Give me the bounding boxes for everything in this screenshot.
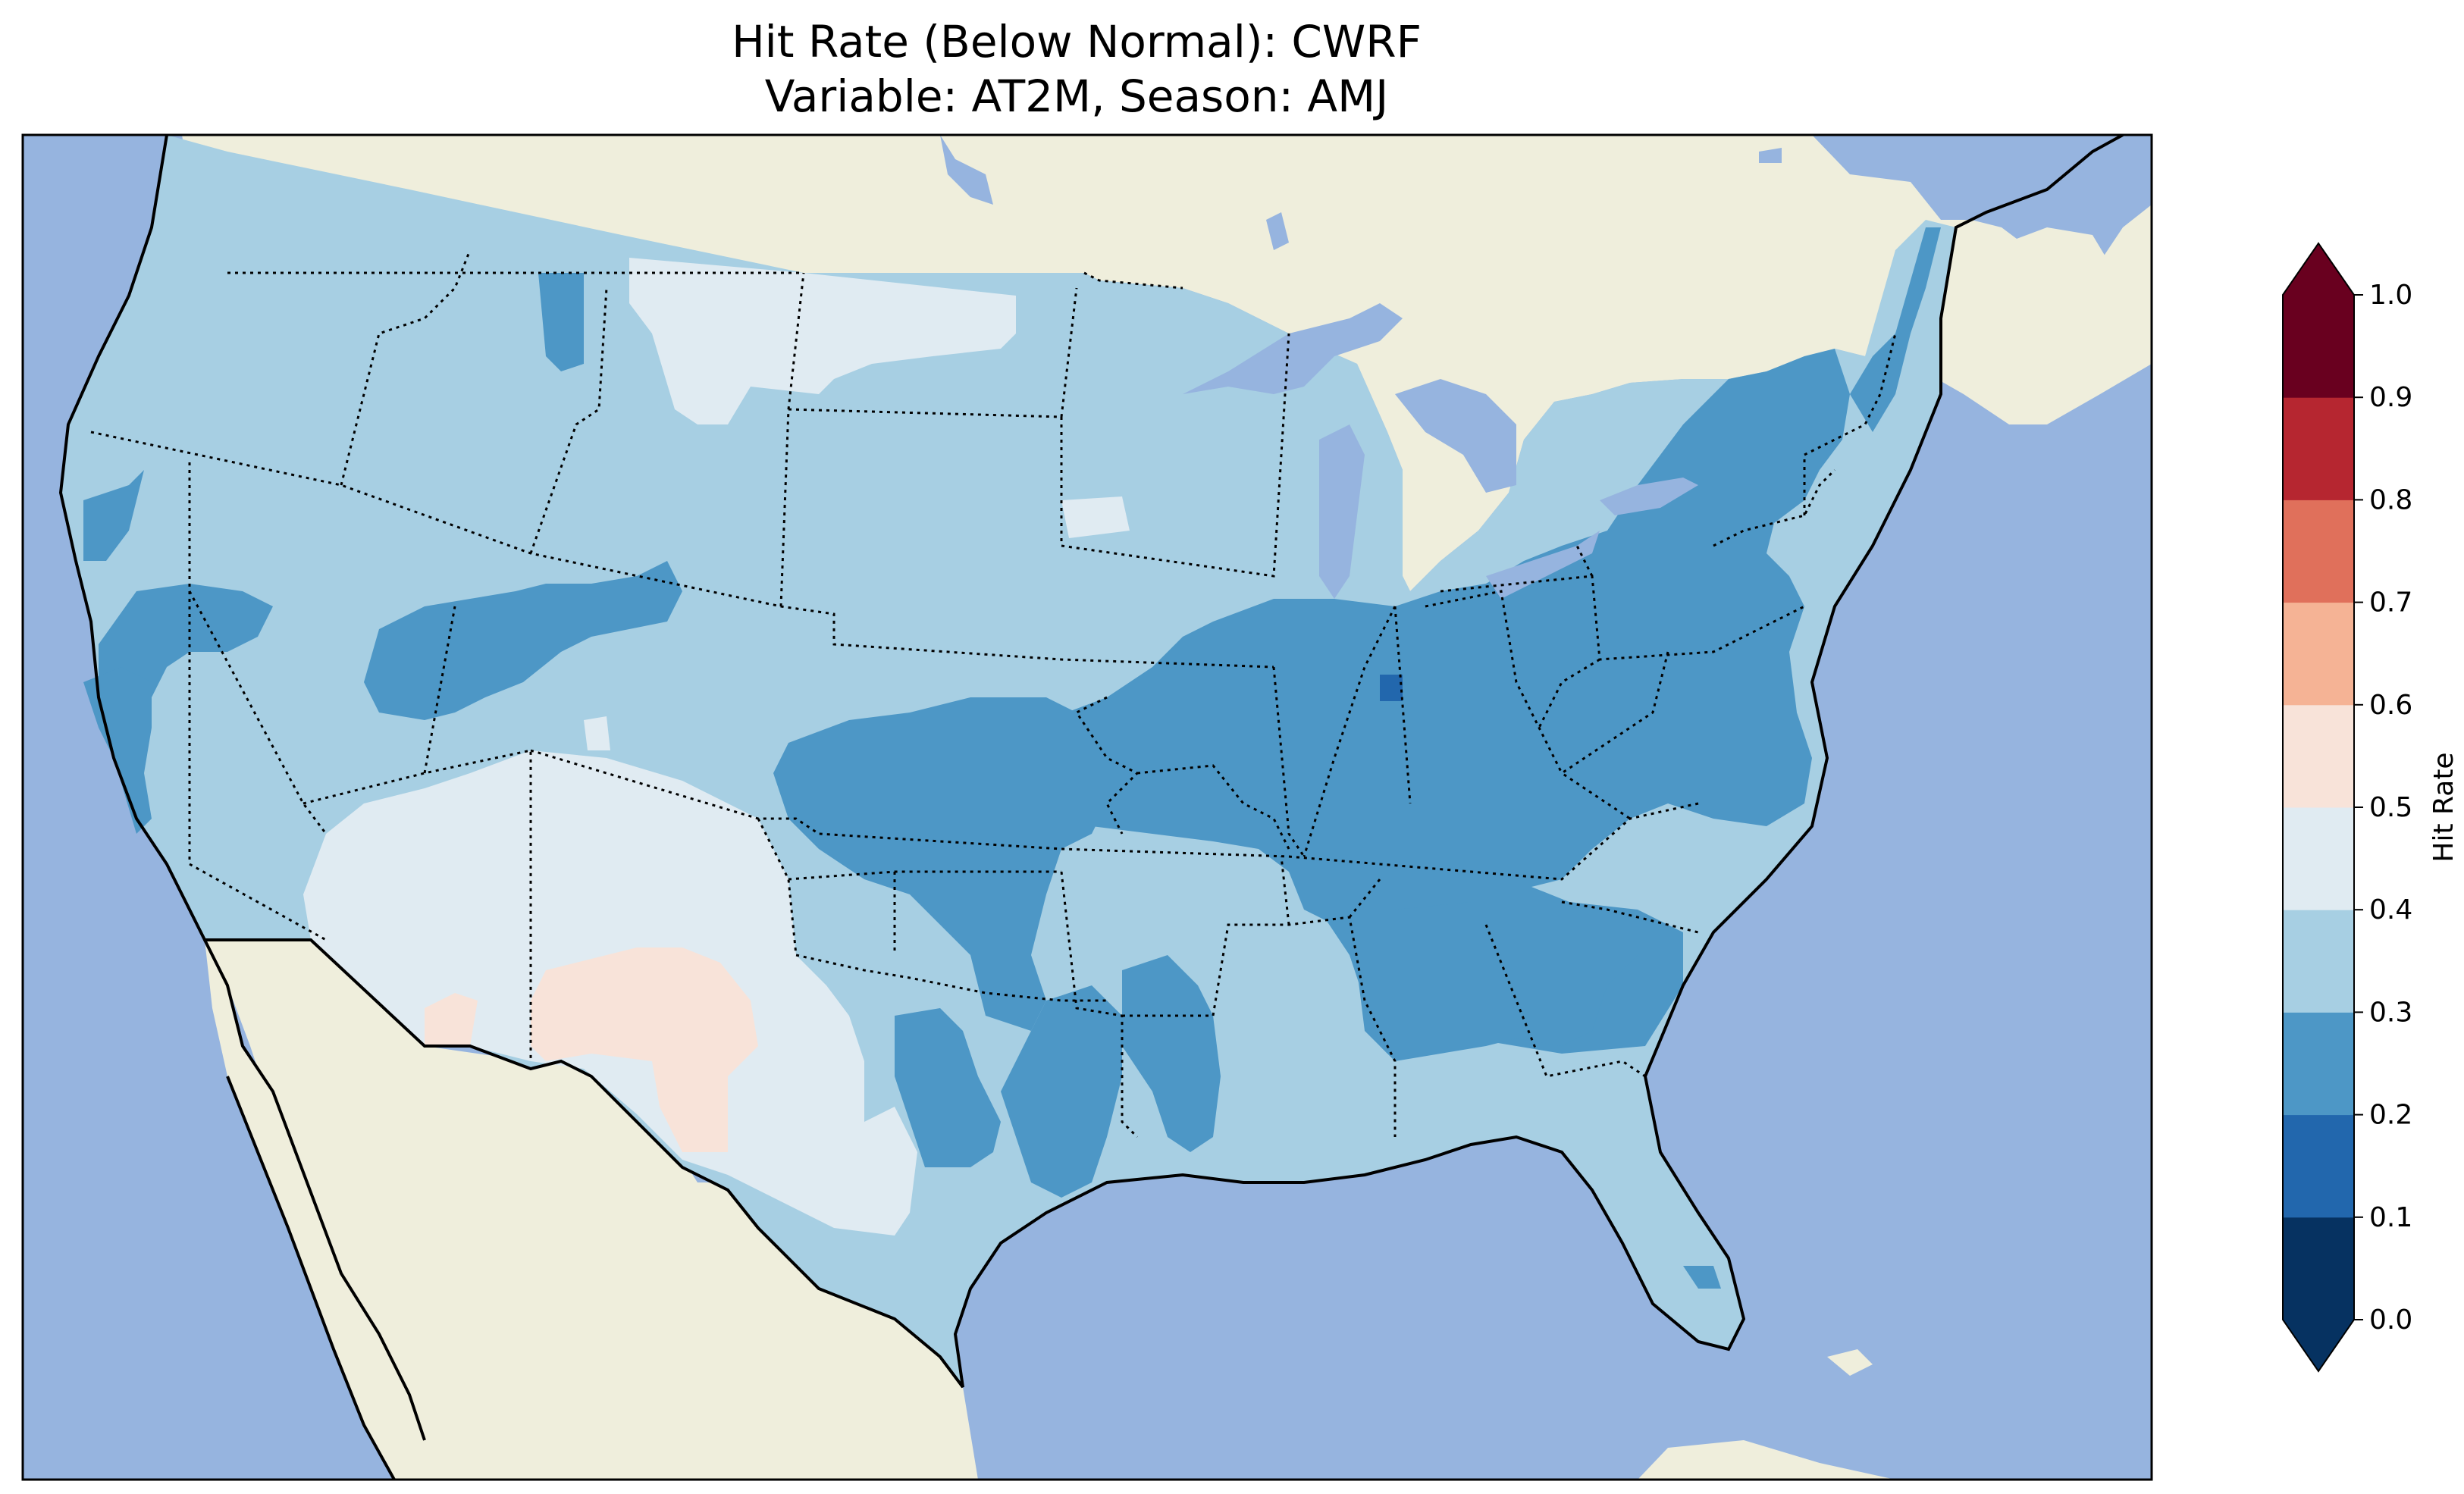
region-wy-0.2-0.3 bbox=[364, 561, 682, 720]
colorbar-bin bbox=[2283, 500, 2354, 603]
colorbar-tick-label: 0.8 bbox=[2369, 484, 2412, 515]
country-border bbox=[227, 271, 1183, 290]
lake-canada-3 bbox=[1759, 148, 1782, 163]
map-panel bbox=[23, 135, 2152, 1480]
colorbar-tick-label: 0.7 bbox=[2369, 587, 2412, 619]
region-wisconsin-0.4-0.5 bbox=[1061, 496, 1130, 538]
colorbar-tick-label: 0.0 bbox=[2369, 1305, 2412, 1336]
baja-land bbox=[205, 940, 425, 1480]
colorbar-tick-label: 0.1 bbox=[2369, 1202, 2412, 1233]
lake-canada-1 bbox=[940, 135, 993, 205]
colorbar-tick-label: 0.3 bbox=[2369, 997, 2412, 1028]
colorbar-bin bbox=[2283, 295, 2354, 398]
region-in-0.1-0.2 bbox=[1380, 675, 1403, 701]
region-fl-0.2-0.3 bbox=[1683, 1266, 1721, 1289]
colorbar-bin bbox=[2283, 910, 2354, 1013]
region-sw-tx-0.4-0.5 bbox=[864, 1107, 917, 1213]
map-subtitle: Variable: AT2M, Season: AMJ bbox=[764, 70, 1389, 122]
cuba-land bbox=[1638, 1440, 1895, 1480]
region-or-0.2-0.3 bbox=[83, 470, 144, 561]
region-nv-0.2-0.3 bbox=[99, 584, 273, 758]
colorbar-label: Hit Rate bbox=[2428, 752, 2459, 862]
region-ms-0.2-0.3 bbox=[1122, 955, 1221, 1152]
colorbar-bin bbox=[2283, 704, 2354, 808]
baja-coastline bbox=[203, 939, 426, 1480]
lake-michigan bbox=[1319, 424, 1365, 599]
region-se-0.2-0.3 bbox=[1319, 902, 1653, 1061]
region-sw-speck-0.4-0.5 bbox=[584, 716, 610, 750]
region-id-0.2-0.3 bbox=[538, 273, 584, 371]
colorbar-tick-label: 0.4 bbox=[2369, 894, 2412, 926]
lake-superior bbox=[1183, 303, 1403, 394]
coastline bbox=[58, 135, 2124, 1389]
region-tx-0.2-0.3 bbox=[1001, 985, 1122, 1198]
colorbar-extend-min bbox=[2283, 1320, 2354, 1371]
region-ne-0.2-0.3 bbox=[1850, 227, 1941, 432]
lake-erie bbox=[1486, 531, 1600, 599]
map-title: Hit Rate (Below Normal): CWRF bbox=[732, 16, 1422, 67]
colorbar-tick-label: 1.0 bbox=[2369, 280, 2412, 311]
colorbar-bin bbox=[2283, 1114, 2354, 1218]
maritimes-land bbox=[1986, 227, 2115, 318]
island-land bbox=[1827, 1349, 1873, 1376]
colorbar-bins bbox=[2283, 295, 2354, 1320]
colorbar-bin bbox=[2283, 602, 2354, 706]
region-montana-0.4-0.5 bbox=[629, 258, 1016, 424]
colorbar: 0.0 0.1 0.2 0.3 0.4 0.5 0.6 0.7 0.8 0.9 1.0 Hit Ra… bbox=[2282, 242, 2459, 1373]
region-central-0.2-0.3 bbox=[773, 697, 1107, 1031]
lake-canada-2 bbox=[1266, 212, 1289, 250]
colorbar-extend-max bbox=[2283, 243, 2354, 295]
colorbar-tick-label: 0.2 bbox=[2369, 1100, 2412, 1131]
map-frame bbox=[21, 133, 2153, 1481]
colorbar-tick-label: 0.9 bbox=[2369, 382, 2412, 413]
mexico-land bbox=[205, 940, 978, 1480]
region-nm-az-0.5-0.6 bbox=[531, 947, 758, 1152]
region-tx-coast-0.2-0.3 bbox=[895, 1008, 1001, 1167]
colorbar-tick-label: 0.5 bbox=[2369, 792, 2412, 823]
state-borders bbox=[90, 249, 1897, 1139]
lake-huron bbox=[1395, 379, 1516, 493]
colorbar-bin bbox=[2283, 1012, 2354, 1116]
colorbar-ticks: 0.0 0.1 0.2 0.3 0.4 0.5 0.6 0.7 0.8 0.9 1.0 bbox=[2354, 280, 2412, 1336]
region-az-0.5-0.6 bbox=[425, 993, 478, 1046]
colorbar-bin bbox=[2283, 807, 2354, 910]
colorbar-bin bbox=[2283, 1217, 2354, 1320]
colorbar-bin bbox=[2283, 397, 2354, 500]
colorbar-tick-label: 0.6 bbox=[2369, 690, 2412, 721]
region-east-0.2-0.3 bbox=[970, 349, 1850, 1054]
lake-ontario bbox=[1600, 478, 1698, 515]
